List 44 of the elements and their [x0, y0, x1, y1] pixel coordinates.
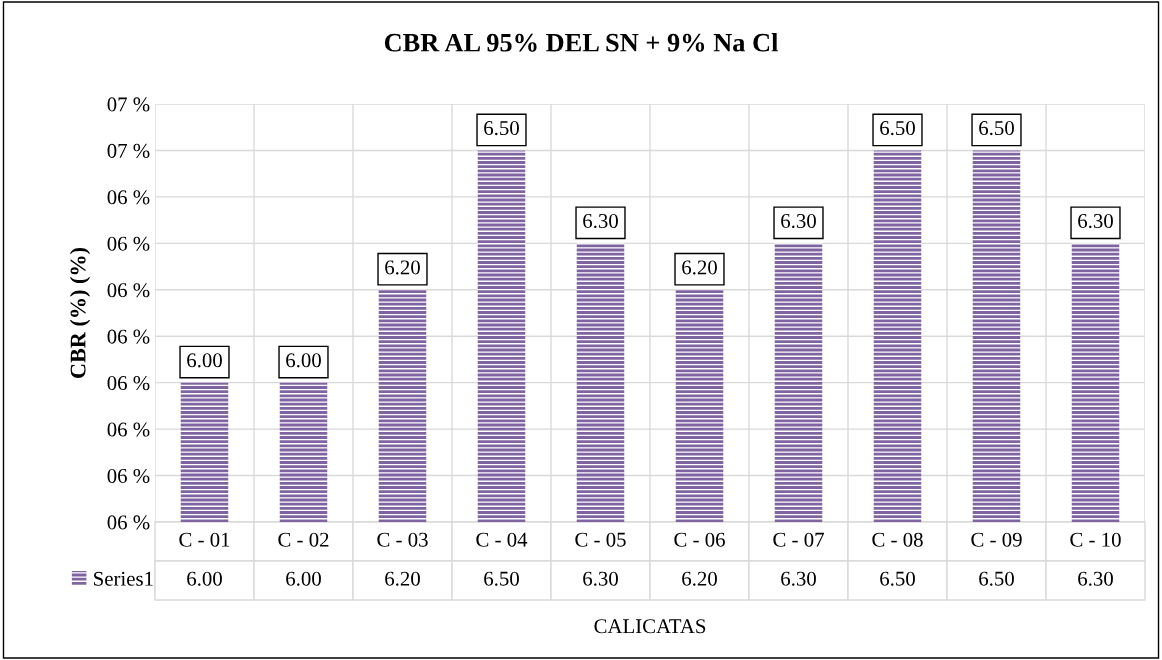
x-tick-label: C - 08 [872, 532, 923, 547]
y-tick-label: 07 % [107, 143, 150, 158]
data-label: 6.00 [187, 571, 222, 586]
x-tick-label: C - 04 [476, 532, 528, 547]
x-tick-label: C - 03 [377, 532, 428, 547]
text: 6.20 [385, 260, 420, 275]
text: 6.50 [484, 121, 519, 136]
text: 6.00 [187, 353, 222, 368]
legend-label: Series1 [94, 571, 153, 586]
data-label: 6.20 [682, 571, 717, 586]
y-tick-label: 06 % [107, 376, 150, 391]
data-label: 6.50 [979, 571, 1014, 586]
text: 6.00 [286, 353, 321, 368]
y-tick-label: 06 % [107, 283, 150, 298]
data-label: 6.00 [286, 571, 321, 586]
x-tick-label: C - 02 [278, 532, 329, 547]
text: 6.50 [880, 121, 915, 136]
data-label: 6.50 [880, 571, 915, 586]
text: 6.20 [682, 260, 717, 275]
chart-title: CBR AL 95% DEL SN + 9% Na Cl [384, 33, 778, 52]
text: 6.30 [781, 213, 816, 229]
x-tick-label: C - 07 [773, 532, 824, 547]
x-tick-label: C - 01 [179, 532, 230, 547]
y-tick-label: 06 % [107, 515, 150, 530]
text: 6.30 [1078, 213, 1113, 229]
x-tick-label: C - 05 [575, 532, 626, 547]
data-label: 6.30 [1078, 571, 1113, 586]
y-tick-label: 06 % [107, 329, 150, 344]
data-label: 6.20 [385, 571, 420, 586]
data-label: 6.30 [583, 571, 618, 586]
y-tick-label: 06 % [107, 236, 150, 251]
y-tick-label: 06 % [107, 422, 150, 437]
y-tick-label: 06 % [107, 190, 150, 205]
y-axis-title: CBR (%) (%) [69, 247, 91, 378]
y-tick-label: 07 % [107, 97, 150, 112]
text: 6.30 [583, 213, 618, 229]
x-tick-label: C - 09 [971, 532, 1022, 547]
text: 6.50 [979, 121, 1014, 136]
x-axis-title: CALICATAS [594, 619, 706, 634]
x-tick-label: C - 06 [674, 532, 725, 547]
data-label: 6.50 [484, 571, 519, 586]
y-tick-label: 06 % [107, 468, 150, 484]
data-label: 6.30 [781, 571, 816, 586]
x-tick-label: C - 10 [1070, 532, 1121, 547]
